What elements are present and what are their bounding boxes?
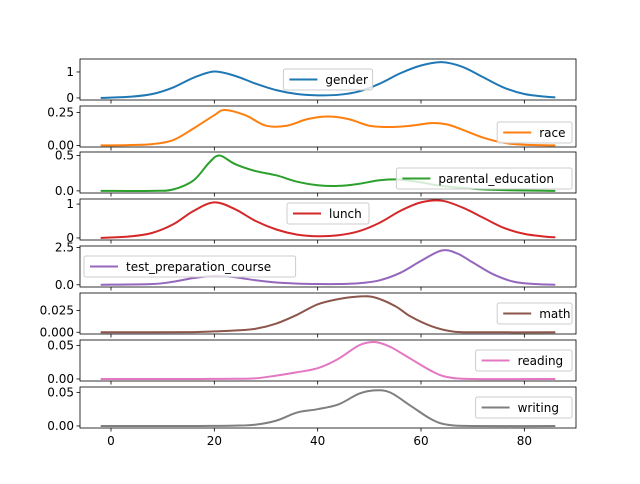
panel-frame bbox=[79, 386, 577, 429]
x-tick-label: 80 bbox=[517, 434, 532, 448]
x-tick-label: 0 bbox=[107, 434, 115, 448]
panel-frame bbox=[79, 292, 577, 335]
legend-test_preparation_course: test_preparation_course bbox=[83, 255, 297, 278]
legend-reading: reading bbox=[475, 349, 573, 372]
panel-race: 0.00 0.25 race bbox=[47, 105, 577, 152]
panel-frame bbox=[79, 245, 577, 288]
series-line-race bbox=[100, 108, 556, 147]
panel-lunch: 0 1 lunch bbox=[66, 197, 577, 245]
y-tick-label: 0.00 bbox=[47, 138, 74, 152]
panel-frame bbox=[79, 151, 577, 194]
x-tick-label: 60 bbox=[413, 434, 428, 448]
legend-label: parental_education bbox=[438, 172, 554, 186]
panel-frame bbox=[79, 339, 577, 382]
y-tick-label: 1 bbox=[66, 197, 74, 211]
panel-frame bbox=[79, 198, 577, 241]
legend-box bbox=[496, 121, 573, 144]
legend-lunch: lunch bbox=[286, 202, 370, 225]
panel-frame bbox=[79, 105, 577, 148]
legend-label: race bbox=[539, 126, 565, 140]
y-tick-label: 0.5 bbox=[55, 149, 74, 163]
legend-writing: writing bbox=[475, 396, 573, 419]
panel-reading: 0.00 0.05 reading bbox=[47, 338, 577, 386]
panel-writing: 0.00 0.05 0 20 40 60 80 writing bbox=[47, 385, 577, 448]
legend-box bbox=[475, 396, 573, 419]
panel-gender: 0 1 gender bbox=[66, 58, 577, 105]
legend-box bbox=[475, 349, 573, 372]
y-tick-label: 0 bbox=[66, 231, 74, 245]
panel-test_preparation_course: 0.0 2.5 test_preparation_course bbox=[55, 240, 577, 292]
legend-label: lunch bbox=[329, 207, 362, 221]
panel-frame bbox=[79, 58, 577, 101]
legend-box bbox=[286, 202, 370, 225]
panel-parental_education: 0.0 0.5 parental_education bbox=[55, 149, 577, 198]
x-tick-label: 40 bbox=[310, 434, 325, 448]
legend-box bbox=[282, 68, 374, 91]
x-tick-label: 20 bbox=[207, 434, 222, 448]
series-line-gender bbox=[100, 61, 556, 99]
panel-math: 0.000 0.025 math bbox=[40, 292, 577, 339]
legend-label: test_preparation_course bbox=[126, 260, 271, 274]
y-tick-label: 2.5 bbox=[55, 240, 74, 254]
y-tick-label: 1 bbox=[66, 65, 74, 79]
legend-race: race bbox=[496, 121, 573, 144]
legend-parental_education: parental_education bbox=[395, 167, 573, 190]
legend-label: math bbox=[539, 307, 570, 321]
y-tick-label: 0.25 bbox=[47, 106, 74, 120]
legend-label: reading bbox=[518, 354, 564, 368]
legend-box bbox=[395, 167, 573, 190]
y-tick-label: 0.0 bbox=[55, 278, 74, 292]
y-tick-label: 0 bbox=[66, 91, 74, 105]
legend-box bbox=[83, 255, 297, 278]
y-tick-label: 0.000 bbox=[40, 325, 74, 339]
y-tick-label: 0.00 bbox=[47, 372, 74, 386]
series-line-reading bbox=[100, 340, 556, 381]
y-tick-label: 0.05 bbox=[47, 385, 74, 399]
legend-gender: gender bbox=[282, 68, 374, 91]
legend-label: writing bbox=[518, 401, 559, 415]
series-line-writing bbox=[100, 389, 556, 428]
y-tick-label: 0.0 bbox=[55, 184, 74, 198]
legend-box bbox=[496, 302, 573, 325]
legend-math: math bbox=[496, 302, 573, 325]
y-tick-label: 0.025 bbox=[40, 303, 74, 317]
y-tick-label: 0.00 bbox=[47, 419, 74, 433]
legend-label: gender bbox=[325, 73, 368, 87]
series-line-math bbox=[100, 295, 556, 334]
series-line-lunch bbox=[100, 199, 556, 239]
y-tick-label: 0.05 bbox=[47, 338, 74, 352]
